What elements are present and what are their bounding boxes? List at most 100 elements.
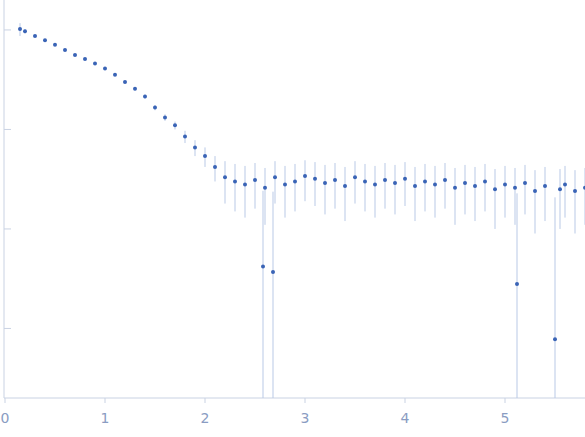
- data-point: [523, 181, 527, 185]
- error-bar: [435, 166, 436, 218]
- data-point: [253, 178, 257, 182]
- data-point: [53, 43, 57, 47]
- error-bar: [275, 161, 276, 203]
- error-bar: [535, 170, 536, 233]
- data-point: [43, 38, 47, 42]
- error-bar: [445, 163, 446, 209]
- x-tick: [305, 398, 306, 403]
- data-point: [261, 264, 265, 268]
- data-point: [363, 179, 367, 183]
- data-point: [515, 282, 519, 286]
- error-bar: [405, 162, 406, 206]
- error-bar: [425, 164, 426, 211]
- data-point: [113, 73, 117, 77]
- error-bar: [335, 163, 336, 209]
- data-point: [143, 95, 147, 99]
- error-bar: [305, 160, 306, 201]
- data-point: [73, 53, 77, 57]
- data-point: [343, 184, 347, 188]
- data-point: [473, 184, 477, 188]
- y-tick: [4, 228, 11, 229]
- error-bar: [545, 167, 546, 221]
- error-bar: [225, 161, 226, 203]
- error-bar: [575, 170, 576, 233]
- data-point: [333, 178, 337, 182]
- error-bar: [525, 165, 526, 214]
- data-point: [483, 179, 487, 183]
- x-tick-label: 4: [401, 410, 410, 426]
- data-point: [303, 174, 307, 178]
- error-bar: [560, 169, 561, 229]
- data-point: [433, 182, 437, 186]
- data-point: [573, 189, 577, 193]
- x-tick: [205, 398, 206, 403]
- y-axis: [4, 0, 5, 398]
- error-bar: [263, 191, 264, 398]
- x-tick: [5, 398, 6, 403]
- data-point: [263, 186, 267, 190]
- x-tick: [405, 398, 406, 403]
- x-tick-label: 2: [201, 410, 210, 426]
- data-point: [558, 187, 562, 191]
- y-tick: [4, 129, 11, 130]
- error-bar: [355, 161, 356, 203]
- data-point: [223, 175, 227, 179]
- x-tick-label: 1: [101, 410, 110, 426]
- data-point: [153, 106, 157, 110]
- data-point: [443, 178, 447, 182]
- data-point: [183, 134, 187, 138]
- error-bar: [517, 193, 518, 398]
- x-tick-label: 3: [301, 410, 310, 426]
- error-bar: [255, 163, 256, 209]
- x-tick-label: 5: [501, 410, 510, 426]
- error-bar: [455, 168, 456, 225]
- error-bar: [475, 167, 476, 221]
- data-point: [533, 189, 537, 193]
- error-bar: [365, 164, 366, 211]
- error-bar: [295, 164, 296, 211]
- error-bar: [345, 167, 346, 221]
- data-point: [353, 175, 357, 179]
- data-point: [163, 115, 167, 119]
- error-bar: [495, 169, 496, 229]
- x-tick-label: 0: [1, 410, 10, 426]
- error-bar: [315, 162, 316, 206]
- error-bar: [265, 168, 266, 225]
- data-point: [103, 66, 107, 70]
- data-point: [493, 187, 497, 191]
- data-point: [173, 123, 177, 127]
- error-bar: [555, 197, 556, 398]
- data-point: [273, 175, 277, 179]
- error-bar: [385, 163, 386, 209]
- data-point: [423, 179, 427, 183]
- error-bar: [245, 166, 246, 218]
- y-tick: [4, 29, 11, 30]
- data-point: [33, 34, 37, 38]
- data-point: [213, 165, 217, 169]
- data-point: [413, 184, 417, 188]
- error-bar: [565, 166, 566, 218]
- data-point: [583, 186, 585, 190]
- x-tick: [105, 398, 106, 403]
- data-point: [63, 48, 67, 52]
- data-point: [18, 27, 22, 31]
- data-point: [543, 184, 547, 188]
- data-point: [403, 177, 407, 181]
- error-bar: [515, 168, 516, 225]
- data-point: [193, 145, 197, 149]
- error-bar: [285, 166, 286, 218]
- data-point: [453, 186, 457, 190]
- error-bar: [235, 164, 236, 211]
- error-bar: [465, 165, 466, 214]
- data-point: [123, 80, 127, 84]
- error-bar: [505, 166, 506, 218]
- error-bar: [273, 192, 274, 398]
- data-point: [243, 182, 247, 186]
- x-axis: [4, 398, 585, 399]
- error-bar: [375, 166, 376, 218]
- error-bar: [485, 164, 486, 211]
- data-point: [393, 181, 397, 185]
- y-tick: [4, 328, 11, 329]
- chart: 0 1 2 3 4 5: [0, 0, 585, 437]
- data-point: [383, 178, 387, 182]
